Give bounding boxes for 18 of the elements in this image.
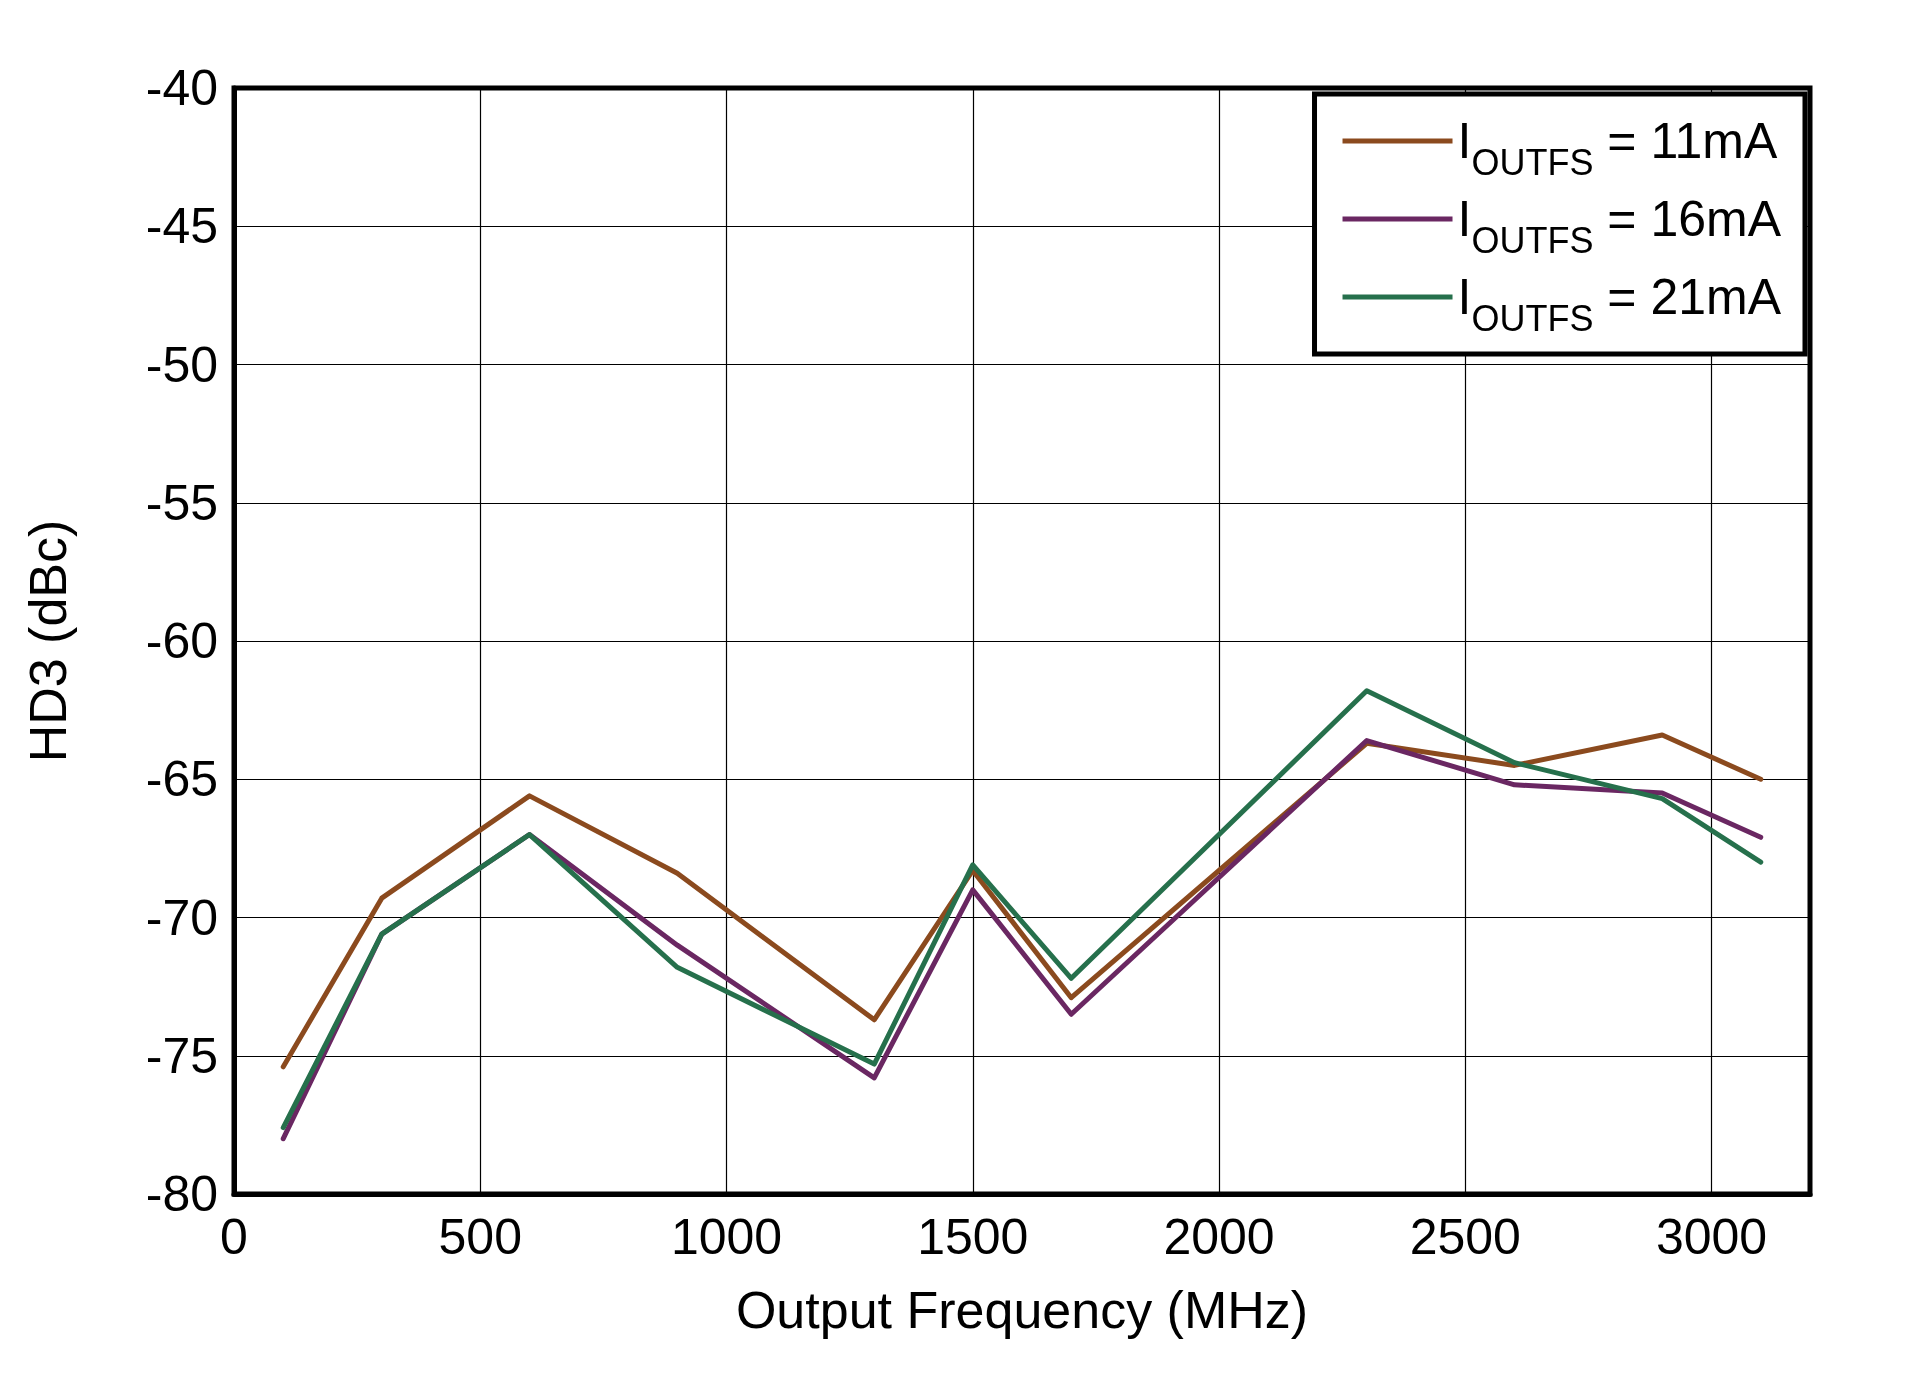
y-tick-label: -55 xyxy=(145,474,218,531)
y-axis-title: HD3 (dBc) xyxy=(19,519,77,763)
y-tick-label: -50 xyxy=(145,336,218,393)
x-tick-label: 500 xyxy=(438,1209,522,1265)
x-tick-label: 3000 xyxy=(1655,1209,1768,1265)
y-tick-label: -70 xyxy=(145,889,218,946)
y-tick-label: -80 xyxy=(145,1166,218,1222)
y-tick-label: -65 xyxy=(145,751,218,808)
x-tick-label: 1500 xyxy=(917,1209,1029,1265)
y-tick-label: -40 xyxy=(145,60,218,116)
y-tick-label: -60 xyxy=(145,613,218,669)
y-tick-label: -45 xyxy=(145,198,218,255)
x-tick-label: 0 xyxy=(220,1209,248,1265)
x-tick-label: 2500 xyxy=(1409,1209,1521,1265)
x-axis-title: Output Frequency (MHz) xyxy=(735,1281,1309,1339)
x-tick-label: 2000 xyxy=(1163,1209,1275,1265)
x-tick-label: 1000 xyxy=(670,1209,783,1265)
y-tick-label: -75 xyxy=(145,1027,218,1084)
